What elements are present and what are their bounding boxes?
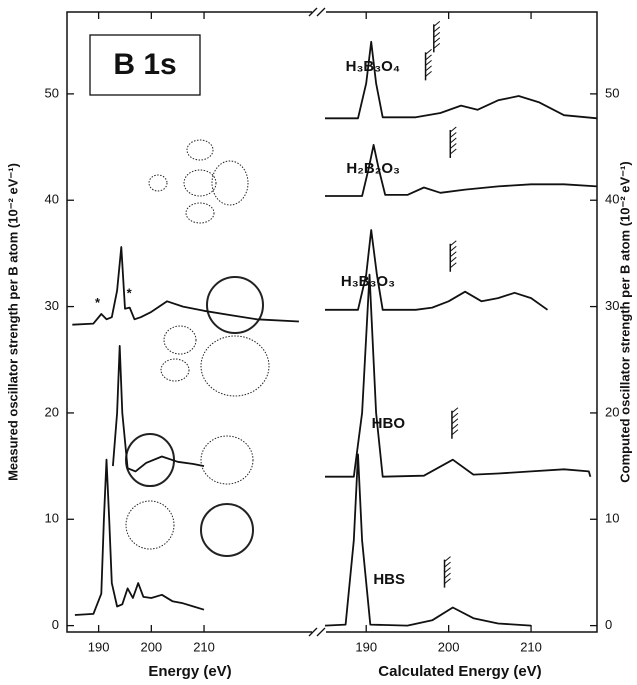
y-tick-label: 50: [45, 85, 59, 100]
spectrum-line: [325, 40, 598, 120]
y-tick-label: 30: [605, 298, 619, 313]
y-tick-label: 20: [45, 404, 59, 419]
x-tick-label: 210: [520, 639, 542, 654]
y-tick-label: 10: [605, 511, 619, 526]
x-axis-title: Energy (eV): [148, 663, 231, 680]
y-tick-label: 40: [605, 192, 619, 207]
ip-hatch: [433, 42, 441, 49]
x-tick-label: 190: [355, 639, 377, 654]
orbital-sketches: [125, 139, 270, 557]
y-tick-label: 40: [45, 192, 59, 207]
spectrum-line: [324, 453, 532, 627]
ip-hatch: [449, 148, 457, 155]
x-axis-title: Calculated Energy (eV): [378, 663, 541, 680]
ip-hatch: [425, 54, 432, 61]
title-box: [89, 34, 201, 96]
series-label: HBS: [373, 571, 405, 588]
ip-hatch: [449, 262, 457, 269]
series-label: HBO: [372, 415, 406, 432]
y-tick-label: 10: [45, 511, 59, 526]
chart-title: B 1s: [113, 48, 176, 81]
ip-hatch: [449, 137, 457, 144]
ip-hatch: [425, 70, 432, 77]
ip-hatch: [449, 132, 457, 138]
spectrum-line: [74, 458, 205, 616]
series-label: H₂B₂O₃: [346, 160, 400, 177]
y-tick-label: 50: [605, 85, 619, 100]
annotation: *: [95, 295, 101, 310]
ip-hatch: [451, 429, 459, 436]
axis-break-marks: [308, 7, 326, 637]
ip-hatch: [425, 59, 432, 66]
ip-hatch: [449, 240, 457, 247]
series-label: H₃B₃O₄: [346, 58, 400, 75]
axis-break-gap: [312, 2, 326, 684]
ip-hatch: [425, 48, 432, 55]
ip-hatch: [449, 126, 457, 133]
y-tick-label: 20: [605, 404, 619, 419]
ip-hatch: [444, 567, 451, 574]
ip-hatch: [451, 418, 459, 425]
y-tick-label: 30: [45, 298, 59, 313]
y-axis-title: Measured oscillator strength per B atom …: [5, 163, 20, 481]
ip-hatch: [451, 412, 459, 419]
spectrum-line: [325, 273, 592, 478]
ip-hatch: [449, 143, 457, 149]
ip-hatch: [433, 26, 441, 33]
ip-hatch: [449, 251, 457, 258]
spectrum-line: [325, 229, 549, 311]
ip-hatch: [433, 31, 441, 38]
spectrum-line: [325, 144, 598, 197]
ip-hatch: [444, 561, 451, 568]
plot-frame: [66, 11, 598, 633]
y-tick-label: 0: [52, 617, 59, 632]
ip-hatch: [451, 407, 459, 414]
y-tick-label: 0: [605, 617, 612, 632]
series-label: H₃B₃O₃: [341, 273, 395, 290]
ip-hatch: [449, 256, 457, 263]
ip-hatch: [444, 572, 451, 579]
ip-hatch: [451, 423, 459, 430]
spectrum-line: [112, 345, 205, 473]
ip-hatch: [433, 20, 441, 27]
y2-axis-title: Computed oscillator strength per B atom …: [617, 161, 632, 482]
annotation: *: [127, 285, 133, 300]
ip-hatch: [425, 65, 432, 72]
ip-hatch: [433, 37, 441, 44]
ip-hatch: [444, 556, 451, 563]
x-tick-label: 210: [193, 639, 215, 654]
spectrum-line: [72, 246, 299, 326]
x-tick-label: 200: [438, 639, 460, 654]
x-tick-label: 190: [88, 639, 110, 654]
ip-hatch: [449, 245, 457, 252]
ip-hatch: [444, 578, 451, 585]
x-tick-label: 200: [140, 639, 162, 654]
